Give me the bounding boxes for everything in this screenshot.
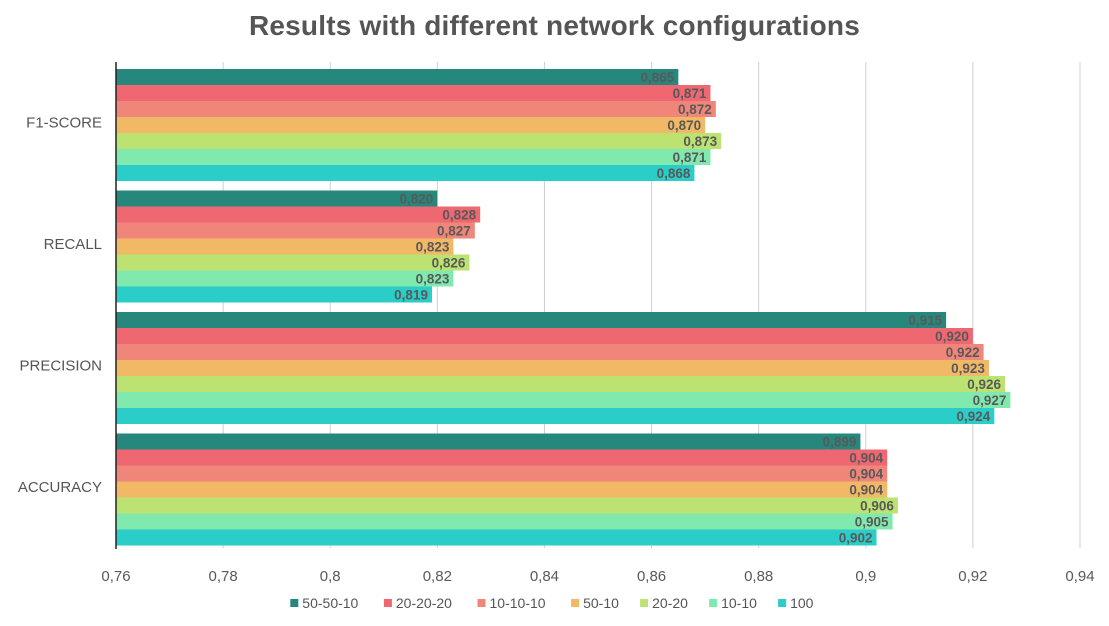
- bar-20-20: [116, 254, 470, 271]
- data-label: 0,826: [432, 256, 466, 271]
- data-label: 0,865: [641, 70, 675, 85]
- data-label: 0,819: [394, 288, 428, 303]
- bar-50-10: [116, 360, 989, 376]
- x-tick-label: 0,92: [958, 568, 987, 585]
- legend: 50-50-10 20-20-20 10-10-10 50-10 20-20 10-10 1…: [290, 595, 814, 611]
- data-label: 0,871: [673, 150, 707, 165]
- data-label: 0,922: [946, 345, 980, 360]
- data-label: 0,926: [967, 377, 1001, 392]
- data-label: 0,828: [442, 208, 476, 223]
- data-label: 0,905: [855, 515, 889, 530]
- data-labels: 0,8650,8710,8720,8700,8730,8710,8680,820…: [394, 70, 1006, 546]
- bar-50-50-10: [116, 69, 679, 85]
- legend-label: 20-20: [652, 595, 688, 611]
- axes: 0,76 0,78 0,8 0,82 0,84 0,86 0,88 0,9 0,92 0,94 F1…: [18, 62, 1095, 585]
- data-label: 0,906: [860, 499, 894, 514]
- bar-50-10: [116, 117, 706, 133]
- bar-100: [116, 529, 877, 546]
- bar-100: [116, 165, 695, 181]
- legend-label: 100: [790, 595, 814, 611]
- bar-20-20: [116, 133, 722, 149]
- bar-50-10: [116, 481, 888, 498]
- bar-10-10-10: [116, 465, 888, 482]
- x-tick-label: 0,82: [423, 568, 452, 585]
- data-label: 0,871: [673, 86, 707, 101]
- x-tick-label: 0,8: [320, 568, 341, 585]
- x-tick-label: 0,94: [1065, 568, 1094, 585]
- data-label: 0,915: [908, 313, 942, 328]
- bar-20-20: [116, 497, 898, 514]
- legend-label: 10-10-10: [490, 595, 546, 611]
- legend-swatch: [383, 599, 392, 607]
- bar-20-20: [116, 376, 1006, 392]
- category-label: RECALL: [44, 236, 102, 253]
- category-label: PRECISION: [19, 358, 102, 375]
- data-label: 0,904: [849, 451, 883, 466]
- bar-10-10-10: [116, 101, 716, 117]
- x-tick-label: 0,9: [855, 568, 876, 585]
- x-tick-label: 0,84: [530, 568, 559, 585]
- data-label: 0,899: [823, 435, 857, 450]
- legend-label: 50-10: [583, 595, 619, 611]
- data-label: 0,870: [667, 118, 701, 133]
- legend-label: 20-20-20: [396, 595, 452, 611]
- bar-100: [116, 286, 432, 303]
- chart-title: Results with different network configura…: [248, 10, 861, 41]
- legend-swatch: [477, 599, 486, 607]
- bars: [116, 69, 1011, 546]
- legend-label: 10-10: [721, 595, 757, 611]
- bar-20-20-20: [116, 328, 973, 344]
- data-label: 0,868: [657, 166, 691, 181]
- bar-10-10: [116, 392, 1011, 408]
- data-label: 0,872: [678, 102, 712, 117]
- data-label: 0,927: [973, 393, 1007, 408]
- x-tick-label: 0,76: [101, 568, 130, 585]
- bar-10-10: [116, 270, 454, 287]
- data-label: 0,902: [839, 531, 873, 546]
- legend-swatch: [640, 599, 649, 607]
- data-label: 0,823: [416, 272, 450, 287]
- bar-50-50-10: [116, 433, 861, 450]
- data-label: 0,904: [849, 483, 883, 498]
- category-label: F1-SCORE: [26, 115, 102, 132]
- legend-swatch: [709, 599, 718, 607]
- data-label: 0,873: [683, 134, 717, 149]
- data-label: 0,904: [849, 467, 883, 482]
- bar-20-20-20: [116, 85, 711, 101]
- category-label: ACCURACY: [18, 479, 102, 496]
- legend-label: 50-50-10: [302, 595, 358, 611]
- bar-10-10: [116, 149, 711, 165]
- legend-swatch: [571, 599, 580, 607]
- data-label: 0,827: [437, 224, 471, 239]
- bar-10-10-10: [116, 222, 475, 239]
- bar-100: [116, 408, 995, 424]
- legend-swatch: [290, 599, 299, 607]
- legend-swatch: [778, 599, 787, 607]
- bar-20-20-20: [116, 449, 888, 466]
- x-tick-label: 0,86: [637, 568, 666, 585]
- bar-50-50-10: [116, 190, 438, 207]
- data-label: 0,823: [416, 240, 450, 255]
- x-tick-label: 0,88: [744, 568, 773, 585]
- data-label: 0,820: [400, 192, 434, 207]
- data-label: 0,923: [951, 361, 985, 376]
- bar-10-10-10: [116, 344, 984, 360]
- data-label: 0,924: [957, 409, 991, 424]
- bar-50-10: [116, 238, 454, 255]
- x-tick-label: 0,78: [209, 568, 238, 585]
- bar-20-20-20: [116, 206, 481, 223]
- bar-50-50-10: [116, 312, 947, 328]
- data-label: 0,920: [935, 329, 969, 344]
- bar-10-10: [116, 513, 893, 530]
